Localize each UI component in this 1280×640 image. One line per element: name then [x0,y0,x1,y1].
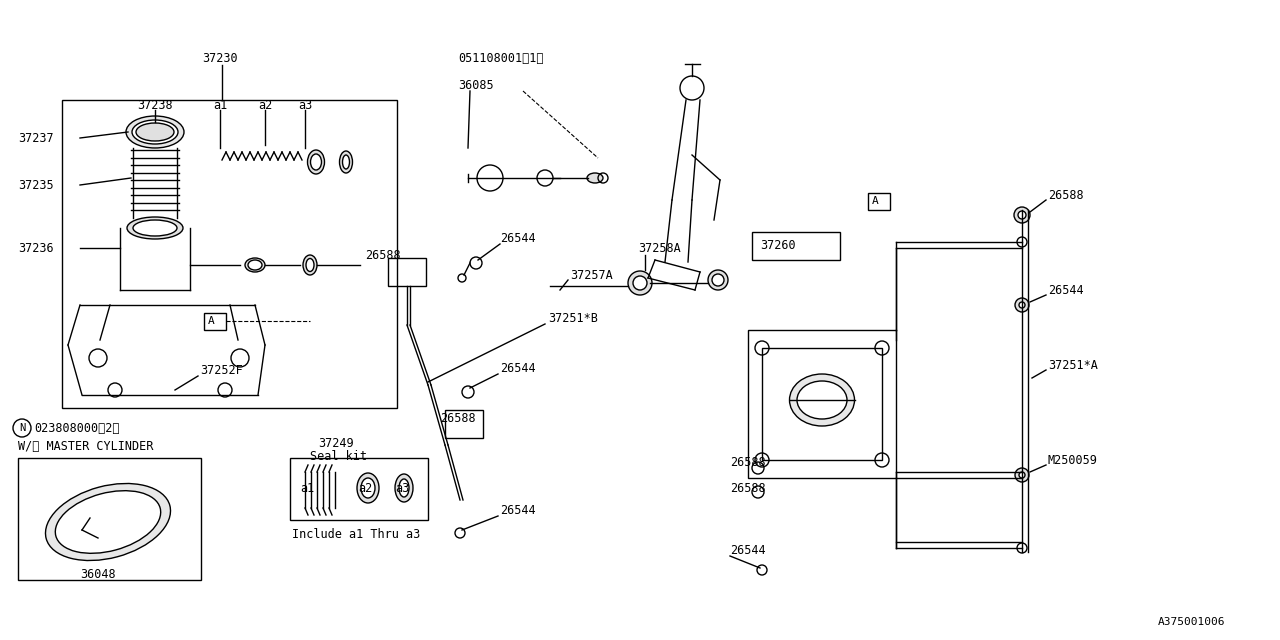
Text: 36048: 36048 [81,568,115,580]
Ellipse shape [361,478,375,498]
Circle shape [1015,468,1029,482]
Text: 37238: 37238 [137,99,173,111]
Circle shape [1015,298,1029,312]
Ellipse shape [127,217,183,239]
Text: A: A [872,196,879,206]
Ellipse shape [343,155,349,169]
Text: 37235: 37235 [18,179,54,191]
Bar [762,348,882,460]
Text: a1: a1 [212,99,227,111]
Text: a3: a3 [396,481,410,495]
Text: 37230: 37230 [202,51,238,65]
Text: 37257A: 37257A [570,269,613,282]
Circle shape [708,270,728,290]
Circle shape [634,276,646,290]
Bar [204,313,227,330]
Ellipse shape [132,120,178,144]
Text: a2: a2 [358,481,372,495]
Text: 26544: 26544 [500,362,535,374]
Text: 37249: 37249 [317,436,353,449]
Ellipse shape [55,491,161,554]
Text: 26588: 26588 [365,248,401,262]
Text: A: A [209,316,215,326]
Ellipse shape [307,150,325,174]
Text: Seal kit: Seal kit [310,449,367,463]
Ellipse shape [396,474,413,502]
Bar [748,330,896,478]
Bar [868,193,890,210]
Text: a3: a3 [298,99,312,111]
Ellipse shape [136,123,174,141]
Circle shape [712,274,724,286]
Bar [61,100,397,408]
Text: a1: a1 [300,481,315,495]
Ellipse shape [303,255,317,275]
Text: 26588: 26588 [730,456,765,468]
Circle shape [1019,302,1025,308]
Text: 26544: 26544 [500,232,535,244]
Text: 37252F: 37252F [200,364,243,376]
Text: 26544: 26544 [1048,284,1084,296]
Text: N: N [19,423,26,433]
Text: Include a1 Thru a3: Include a1 Thru a3 [292,529,420,541]
Ellipse shape [244,258,265,272]
Circle shape [13,419,31,437]
Circle shape [628,271,652,295]
Ellipse shape [797,381,847,419]
Bar [753,232,840,260]
Bar [445,410,483,438]
Ellipse shape [46,483,170,561]
Ellipse shape [306,259,314,271]
Text: 26544: 26544 [730,543,765,557]
Ellipse shape [399,479,410,497]
Text: 37237: 37237 [18,131,54,145]
Ellipse shape [588,173,603,183]
Ellipse shape [125,116,184,148]
Text: 26588: 26588 [730,481,765,495]
Text: W/口 MASTER CYLINDER: W/口 MASTER CYLINDER [18,440,154,452]
Ellipse shape [311,154,321,170]
Circle shape [1014,207,1030,223]
Ellipse shape [339,151,352,173]
Circle shape [1019,472,1025,478]
Text: 26588: 26588 [1048,189,1084,202]
Text: M250059: M250059 [1048,454,1098,467]
Ellipse shape [357,473,379,503]
Text: 051108001（1）: 051108001（1） [458,51,544,65]
Bar [18,458,201,580]
Text: 37260: 37260 [760,239,796,252]
Text: 37258A: 37258A [637,241,681,255]
Text: 37251*B: 37251*B [548,312,598,324]
Ellipse shape [248,260,262,270]
Text: 36085: 36085 [458,79,494,92]
Ellipse shape [790,374,855,426]
Circle shape [1018,211,1027,219]
Bar [388,258,426,286]
Text: A375001006: A375001006 [1158,617,1225,627]
Text: 26544: 26544 [500,504,535,516]
Text: 37251*A: 37251*A [1048,358,1098,371]
Text: 26588: 26588 [440,412,476,424]
Text: 37236: 37236 [18,241,54,255]
Bar [291,458,428,520]
Text: a2: a2 [257,99,273,111]
Text: 023808000（2）: 023808000（2） [35,422,119,435]
Ellipse shape [133,220,177,236]
